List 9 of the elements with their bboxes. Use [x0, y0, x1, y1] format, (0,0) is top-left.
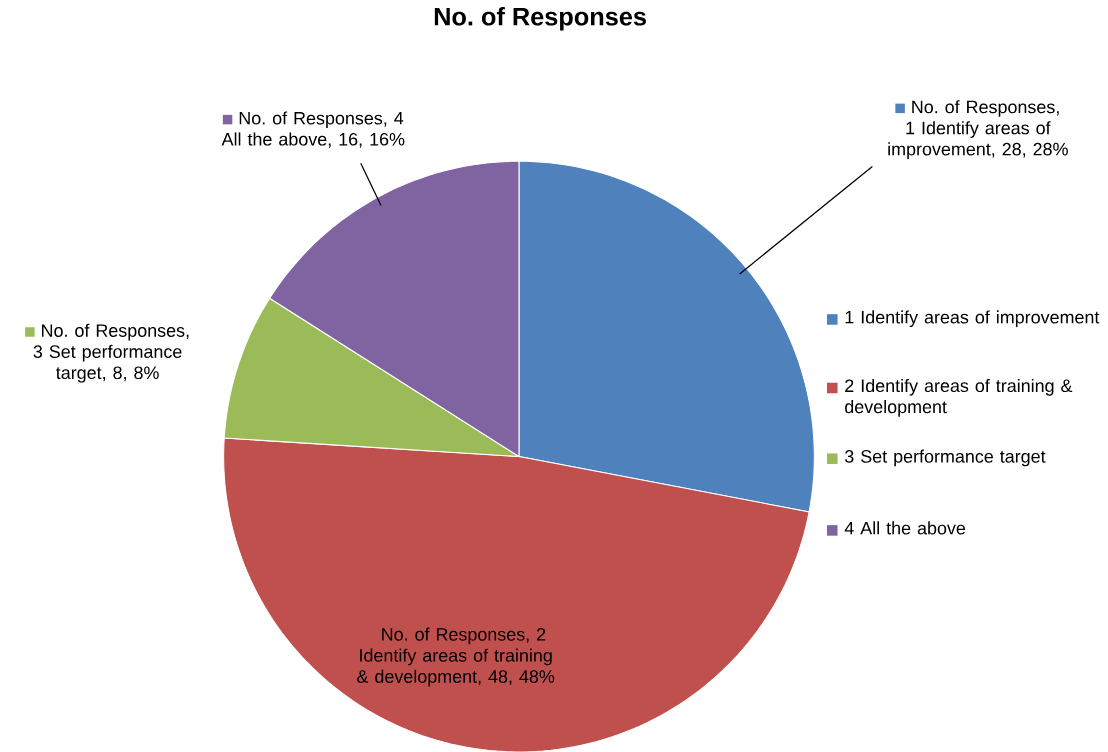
data-label: No. of Responses, 2 Identify areas of training & development, 48, 48%: [357, 627, 555, 687]
data-label: No. of Responses, 1 Identify areas of improvement, 28, 28%: [888, 99, 1068, 159]
chart-title: No. of Responses: [434, 6, 646, 31]
legend-label: 1 Identify areas of improvement: [845, 310, 1100, 327]
data-label: No. of Responses, 3 Set performance target, 8, 8%: [33, 323, 189, 383]
legend-label: 3 Set performance target: [844, 449, 1046, 467]
data-label: No. of Responses, 4 All the above, 16, 16%: [221, 111, 405, 148]
legend-label: 4 All the above: [844, 521, 966, 535]
legend-label: 2 Identify areas of training & development: [845, 378, 1073, 417]
